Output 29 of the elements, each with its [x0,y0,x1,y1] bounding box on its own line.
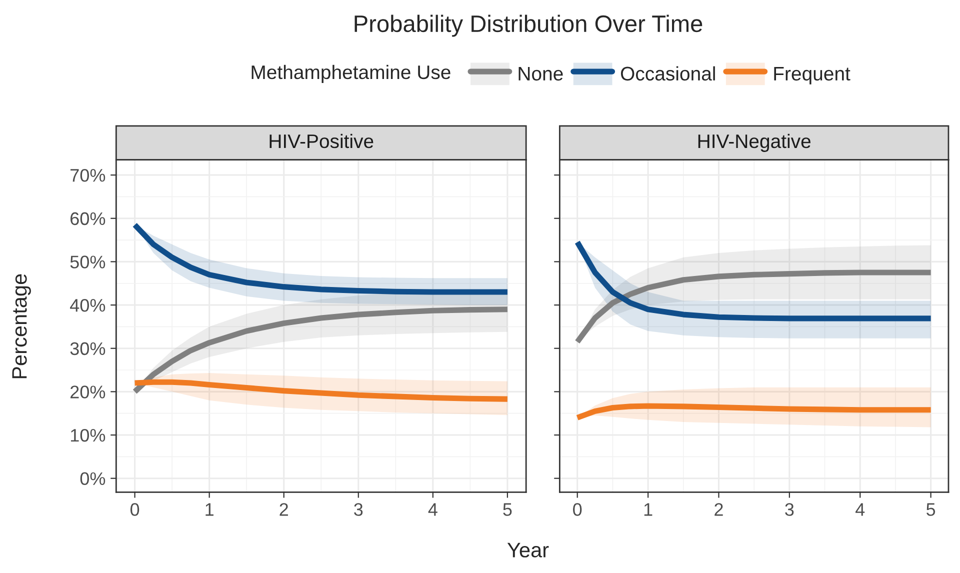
legend-label: Occasional [620,66,715,81]
x-tick-label: 3 [785,503,794,516]
x-tick-label: 1 [206,503,214,516]
x-tick-label: 4 [428,503,438,516]
legend-title: Methamphetamine Use [252,64,450,83]
x-tick-label: 2 [714,503,723,516]
y-tick-label: 0% [80,472,106,486]
chart-subtitle: HIV-Positive [270,134,374,148]
y-tick-label: 20% [70,386,106,398]
x-tick-label: 5 [926,503,936,516]
x-tick-label: 1 [644,503,652,516]
x-tick-label: 3 [354,503,363,516]
chart-subtitle: HIV-Negative [698,134,810,152]
y-tick-label: 30% [70,342,106,356]
x-tick-label: 2 [280,503,288,516]
chart-title: Probability Distribution Over Time [354,14,702,37]
legend-label: Frequent [774,67,850,84]
x-tick-label: 4 [856,503,865,516]
y-tick-label: 50% [70,256,106,268]
y-tick-label: 10% [70,428,106,442]
x-tick-label: 0 [130,503,140,516]
x-tick-label: 0 [573,503,582,516]
y-tick-label: 60% [70,212,106,226]
y-axis-title: Percentage [12,274,31,378]
legend-label: None [518,67,563,81]
x-tick-label: 5 [503,503,512,516]
y-tick-label: 70% [70,168,106,182]
y-tick-label: 40% [70,298,106,312]
x-axis-title: Year [507,542,549,558]
